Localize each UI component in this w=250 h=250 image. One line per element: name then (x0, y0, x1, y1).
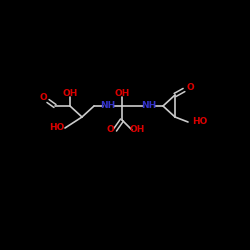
Text: OH: OH (62, 90, 78, 98)
Text: NH: NH (142, 102, 156, 110)
Text: O: O (106, 126, 114, 134)
Text: O: O (186, 84, 194, 92)
Text: HO: HO (192, 118, 208, 126)
Text: OH: OH (129, 126, 145, 134)
Text: NH: NH (100, 102, 116, 110)
Text: O: O (39, 92, 47, 102)
Text: HO: HO (49, 124, 65, 132)
Text: OH: OH (114, 90, 130, 98)
